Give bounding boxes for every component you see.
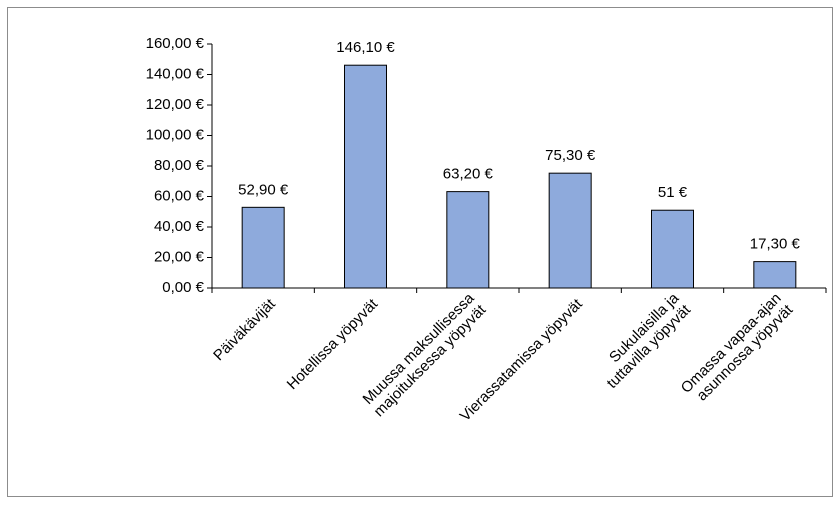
y-tick-label: 160,00 € xyxy=(146,35,205,52)
chart-frame xyxy=(7,7,833,497)
bar xyxy=(651,209,694,289)
data-label: 146,10 € xyxy=(336,39,395,56)
bar xyxy=(344,64,387,289)
y-tick-label: 20,00 € xyxy=(154,248,205,265)
bar xyxy=(548,172,592,289)
data-label: 51 € xyxy=(658,184,688,201)
bar xyxy=(241,206,285,289)
y-tick-label: 60,00 € xyxy=(154,187,205,204)
data-label: 52,90 € xyxy=(238,181,289,198)
y-tick-label: 40,00 € xyxy=(154,218,205,235)
data-label: 17,30 € xyxy=(750,236,801,253)
data-label: 75,30 € xyxy=(545,147,596,164)
y-tick-label: 80,00 € xyxy=(154,157,205,174)
y-tick-label: 120,00 € xyxy=(146,96,205,113)
y-tick-label: 0,00 € xyxy=(162,279,204,296)
y-tick-label: 100,00 € xyxy=(146,126,205,143)
y-tick-label: 140,00 € xyxy=(146,65,205,82)
bar xyxy=(446,191,490,289)
data-label: 63,20 € xyxy=(443,166,494,183)
bar xyxy=(753,261,797,289)
